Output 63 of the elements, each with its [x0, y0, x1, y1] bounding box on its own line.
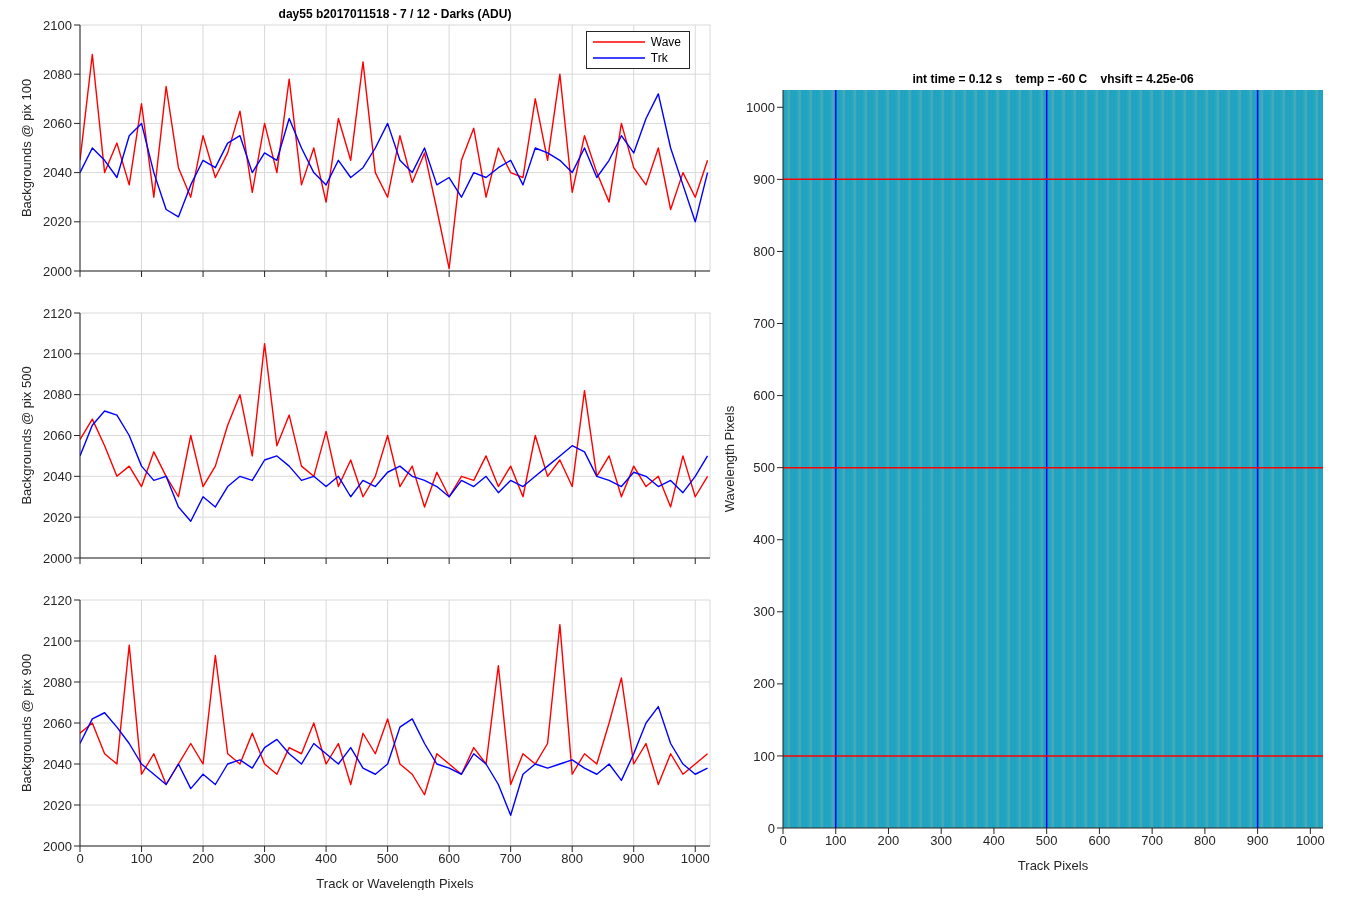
- x-tick-label: 900: [622, 851, 645, 867]
- x-tick-label: 800: [561, 851, 584, 867]
- x-tick-label: 900: [1246, 833, 1269, 849]
- y-tick-label: 0: [767, 820, 775, 836]
- x-tick-label: 700: [1141, 833, 1163, 849]
- chart-title: day55 b2017011518 - 7 / 12 - Darks (ADU): [277, 7, 513, 21]
- x-tick-label: 200: [192, 851, 214, 867]
- x-tick-label: 0: [779, 833, 787, 849]
- y-tick-label: 500: [753, 460, 775, 476]
- legend-label: Trk: [650, 50, 668, 66]
- y-tick-label: 2120: [43, 592, 72, 608]
- x-tick-label: 600: [438, 851, 460, 867]
- y-axis-title: Backgrounds @ pix 900: [18, 653, 34, 793]
- y-tick-label: 2060: [43, 116, 72, 132]
- y-tick-label: 2060: [43, 715, 72, 731]
- x-tick-label: 600: [1088, 833, 1111, 849]
- y-tick-label: 2000: [43, 263, 72, 279]
- x-tick-label: 500: [1035, 833, 1058, 849]
- y-tick-label: 2100: [43, 17, 72, 33]
- y-axis-title: Wavelength Pixels: [721, 405, 737, 513]
- y-tick-label: 2000: [43, 838, 72, 854]
- x-tick-label: 1000: [1295, 833, 1325, 849]
- y-tick-label: 2080: [43, 387, 72, 403]
- y-tick-label: 900: [753, 171, 775, 187]
- chart-title: int time = 0.12 s temp = -60 C vhsift = 4.25e-06: [911, 72, 1195, 86]
- y-tick-label: 800: [753, 244, 775, 260]
- y-tick-label: 2020: [43, 214, 72, 230]
- legend-label: Wave: [650, 34, 681, 50]
- y-tick-label: 2040: [43, 165, 72, 181]
- x-tick-label: 100: [130, 851, 153, 867]
- x-tick-label: 700: [499, 851, 522, 867]
- x-tick-label: 200: [877, 833, 900, 849]
- y-tick-label: 2100: [43, 346, 72, 362]
- y-tick-label: 2120: [43, 305, 72, 321]
- y-tick-label: 300: [753, 604, 775, 620]
- x-tick-label: 400: [983, 833, 1005, 849]
- x-tick-label: 800: [1194, 833, 1216, 849]
- x-axis-title: Track or Wavelength Pixels: [316, 876, 475, 891]
- y-tick-label: 2080: [43, 66, 72, 82]
- x-tick-label: 0: [76, 851, 84, 867]
- y-tick-label: 600: [753, 388, 775, 404]
- x-tick-label: 300: [930, 833, 953, 849]
- x-tick-label: 1000: [680, 851, 710, 867]
- y-tick-label: 2040: [43, 756, 72, 772]
- y-tick-label: 2100: [43, 633, 72, 649]
- x-tick-label: 500: [376, 851, 399, 867]
- x-tick-label: 100: [824, 833, 847, 849]
- y-tick-label: 100: [753, 748, 775, 764]
- y-tick-label: 2000: [43, 550, 72, 566]
- y-tick-label: 2040: [43, 468, 72, 484]
- x-tick-label: 300: [253, 851, 276, 867]
- y-tick-label: 2020: [43, 797, 72, 813]
- y-axis-title: Backgrounds @ pix 500: [18, 366, 34, 505]
- y-tick-label: 200: [753, 676, 775, 692]
- y-tick-label: 700: [753, 316, 775, 332]
- x-tick-label: 400: [315, 851, 337, 867]
- y-tick-label: 2080: [43, 674, 72, 690]
- y-tick-label: 2020: [43, 509, 72, 525]
- y-tick-label: 1000: [746, 99, 775, 115]
- y-axis-title: Backgrounds @ pix 100: [18, 78, 34, 218]
- y-tick-label: 400: [753, 532, 775, 548]
- x-axis-title: Track Pixels: [1017, 858, 1089, 873]
- y-tick-label: 2060: [43, 428, 72, 444]
